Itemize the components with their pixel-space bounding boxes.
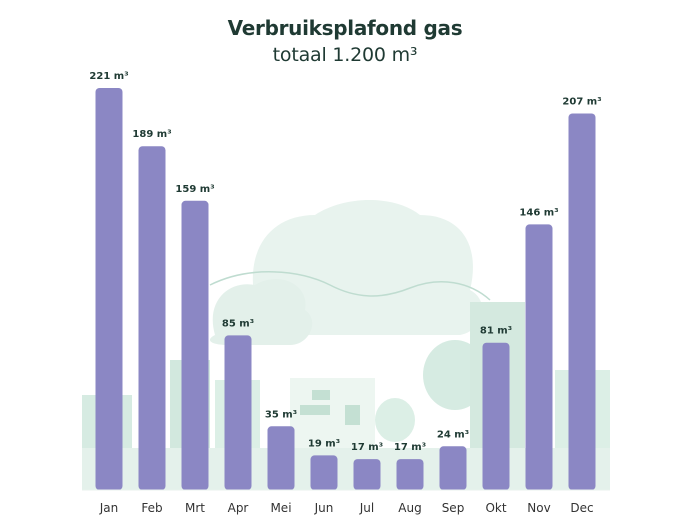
data-label-apr: 85 m³ [222, 318, 254, 329]
bar-dec [568, 113, 596, 490]
data-label-jul: 17 m³ [351, 442, 383, 453]
data-labels-layer: 221 m³ 189 m³ 159 m³ 85 m³ 35 m³ 19 m³ 17 m³ 17… [89, 71, 601, 453]
bar-sep [439, 446, 467, 490]
background-ground [82, 448, 610, 490]
data-label-mrt: 159 m³ [175, 184, 214, 195]
bar-mei [267, 426, 295, 490]
background-tree [375, 398, 415, 442]
background-building-window [345, 405, 360, 425]
data-label-nov: 146 m³ [519, 207, 558, 218]
x-tick-labels-layer: Jan Feb Mrt Apr Mei Jun Jul Aug Sep Okt Nov Dec [99, 501, 594, 515]
x-tick-label-apr: Apr [228, 501, 249, 515]
bars-layer [95, 88, 596, 491]
x-tick-label-feb: Feb [141, 501, 162, 515]
x-tick-label-mrt: Mrt [185, 501, 205, 515]
x-tick-label-aug: Aug [398, 501, 421, 515]
bar-mrt [181, 200, 209, 491]
background-tree-shape [246, 200, 483, 335]
chart-title: Verbruiksplafond gas [227, 16, 463, 40]
bar-nov [525, 224, 553, 490]
data-label-sep: 24 m³ [437, 429, 469, 440]
background-tree-shape [210, 279, 313, 345]
bar-jun [310, 455, 338, 490]
data-label-okt: 81 m³ [480, 326, 512, 337]
background-wind-line [209, 271, 491, 301]
x-tick-label-jul: Jul [359, 501, 374, 515]
x-tick-label-mei: Mei [270, 501, 291, 515]
x-tick-label-okt: Okt [485, 501, 506, 515]
bar-feb [138, 146, 166, 490]
x-tick-label-dec: Dec [570, 501, 593, 515]
data-label-jun: 19 m³ [308, 438, 340, 449]
data-label-mei: 35 m³ [265, 409, 297, 420]
bar-okt [482, 342, 510, 490]
bar-jul [353, 459, 381, 490]
x-tick-label-jun: Jun [314, 501, 334, 515]
background-building-window [312, 390, 330, 400]
x-tick-label-jan: Jan [99, 501, 119, 515]
chart-subtitle: totaal 1.200 m³ [272, 44, 418, 66]
bar-aug [396, 459, 424, 490]
data-label-aug: 17 m³ [394, 442, 426, 453]
bar-jan [95, 88, 123, 490]
bar-apr [224, 335, 252, 490]
x-tick-label-nov: Nov [527, 501, 550, 515]
data-label-dec: 207 m³ [562, 97, 601, 108]
background-building-window [300, 405, 330, 415]
data-label-jan: 221 m³ [89, 71, 128, 82]
data-label-feb: 189 m³ [132, 129, 171, 140]
x-tick-label-sep: Sep [442, 501, 465, 515]
